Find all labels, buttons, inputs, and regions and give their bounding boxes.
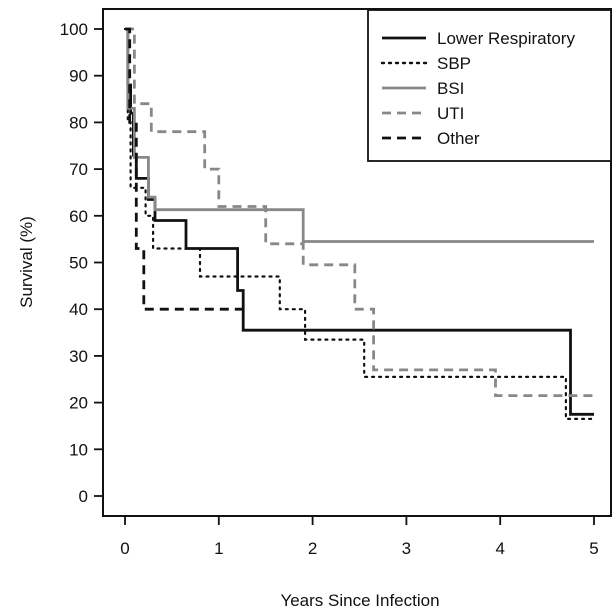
legend-label: BSI [437, 79, 464, 98]
series-line-other [125, 27, 247, 311]
legend-box [367, 9, 612, 162]
y-tick-label: 20 [69, 394, 88, 413]
legend-label: Lower Respiratory [437, 29, 575, 48]
y-tick-label: 100 [60, 20, 88, 39]
y-tick-label: 80 [69, 113, 88, 132]
series-layer [123, 27, 596, 420]
legend-label: UTI [437, 104, 464, 123]
y-tick-label: 10 [69, 440, 88, 459]
x-tick-label: 1 [214, 539, 223, 558]
y-axis-title: Survival (%) [17, 216, 36, 308]
legend-label: Other [437, 129, 480, 148]
y-tick-label: 70 [69, 160, 88, 179]
y-tick-label: 90 [69, 67, 88, 86]
y-tick-label: 40 [69, 300, 88, 319]
y-tick-label: 50 [69, 254, 88, 273]
series-line-bsi [125, 27, 594, 243]
x-tick-label: 5 [589, 539, 598, 558]
axes-layer: 0 10 20 30 40 50 60 70 80 90 100 0 1 2 3 4 5 [60, 8, 612, 558]
legend-label: SBP [437, 54, 471, 73]
series-line-sbp [123, 27, 596, 420]
y-tick-label: 0 [79, 487, 88, 506]
series-line-uti [125, 27, 594, 397]
x-tick-label: 3 [402, 539, 411, 558]
y-tick-label: 30 [69, 347, 88, 366]
legend: Lower Respiratory SBP BSI UTI Other [367, 9, 612, 162]
x-tick-label: 0 [120, 539, 129, 558]
x-axis-title: Years Since Infection [280, 591, 439, 610]
x-tick-label: 4 [495, 539, 504, 558]
x-tick-label: 2 [308, 539, 317, 558]
y-tick-label: 60 [69, 207, 88, 226]
